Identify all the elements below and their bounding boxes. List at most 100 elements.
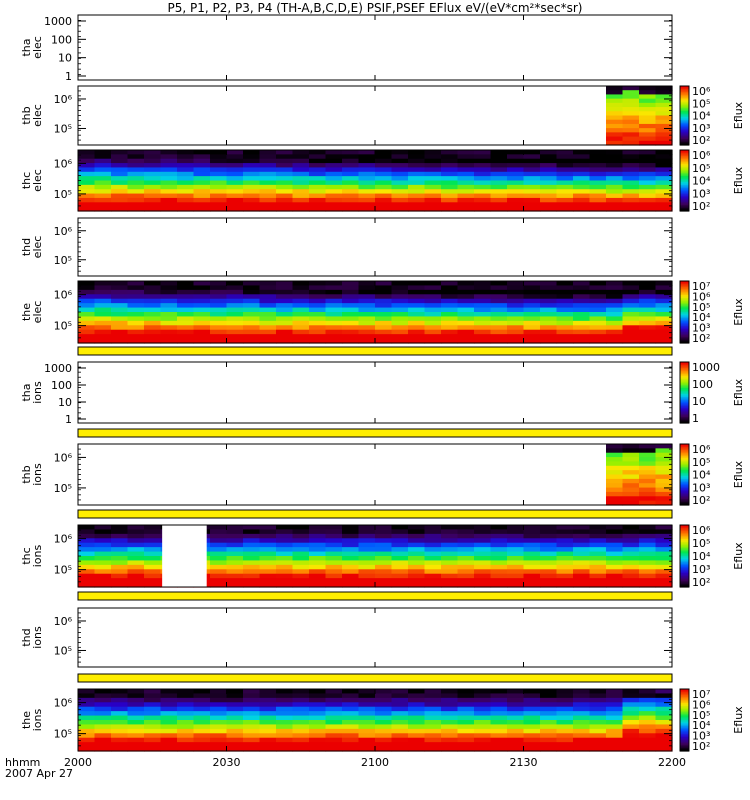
spectrogram-cell — [540, 711, 558, 717]
spectrogram-cell — [259, 158, 277, 164]
spectrogram-cell — [441, 542, 459, 548]
spectrogram-cell — [243, 529, 261, 535]
spectrogram-cell — [375, 154, 393, 160]
spectrogram-cell — [127, 542, 145, 548]
spectrogram-cell — [573, 312, 591, 318]
colorbar-tick-label: 10³ — [692, 187, 710, 200]
spectrogram-cell — [342, 689, 360, 695]
spectrogram-cell — [144, 334, 162, 340]
spectrogram-cell — [622, 728, 640, 734]
spectrogram-cell — [177, 689, 195, 695]
spectrogram-cell — [375, 334, 393, 340]
spectrogram-cell — [111, 281, 129, 287]
spectrogram-cell — [226, 180, 244, 186]
spectrogram-cell — [144, 697, 162, 703]
spectrogram-cell — [210, 184, 228, 190]
spectrogram-cell — [540, 197, 558, 203]
colorbar-cell — [680, 701, 689, 704]
spectrogram-cell — [523, 320, 541, 326]
spectrogram-cell — [457, 693, 475, 699]
spectrogram-cell — [507, 197, 525, 203]
spectrogram-cell — [622, 307, 640, 313]
spectrogram-cell — [408, 702, 426, 708]
spectrogram-cell — [474, 529, 492, 535]
spectrogram-cell — [408, 329, 426, 335]
spectrogram-cell — [424, 289, 442, 295]
spectrogram-cell — [292, 158, 310, 164]
spectrogram-cell — [78, 197, 96, 203]
colorbar-cell — [680, 404, 689, 407]
spectrogram-cell — [457, 578, 475, 584]
spectrogram-cell — [556, 197, 574, 203]
spectrogram-cell — [358, 706, 376, 712]
spectrogram-cell — [226, 189, 244, 195]
spectrogram-cell — [78, 733, 96, 739]
spectrogram-cell — [309, 733, 327, 739]
spectrogram-cell — [78, 742, 96, 748]
colorbar-cell — [680, 495, 689, 498]
spectrogram-cell — [111, 529, 129, 535]
colorbar-cell — [680, 698, 689, 701]
spectrogram-cell — [78, 720, 96, 726]
spectrogram-cell — [573, 180, 591, 186]
spectrogram-cell — [424, 711, 442, 717]
spectrogram-cell — [507, 338, 525, 344]
spectrogram-cell — [226, 706, 244, 712]
spectrogram-cell — [358, 281, 376, 287]
spectrogram-cell — [622, 289, 640, 295]
spectrogram-cell — [276, 573, 294, 579]
colorbar-cell — [680, 133, 689, 136]
spectrogram-cell — [622, 184, 640, 190]
spectrogram-cell — [160, 720, 178, 726]
colorbar-cell — [680, 489, 689, 492]
spectrogram-cell — [276, 578, 294, 584]
spectrogram-cell — [292, 720, 310, 726]
colorbar-cell — [680, 308, 689, 312]
spectrogram-cell — [325, 176, 343, 182]
spectrogram-cell — [259, 163, 277, 169]
colorbar-cell — [680, 90, 689, 93]
spectrogram-cell — [309, 154, 327, 160]
spectrogram-cell — [606, 711, 624, 717]
spectrogram-cell — [606, 298, 624, 304]
spectrogram-cell — [655, 697, 673, 703]
spectrogram-cell — [94, 542, 112, 548]
spectrogram-cell — [94, 338, 112, 344]
colorbar-label: Eflux — [732, 542, 745, 570]
colorbar-tick-label: 10⁶ — [692, 149, 711, 162]
colorbar-cell — [680, 466, 689, 470]
spectrogram-cell — [474, 193, 492, 199]
spectrogram-cell — [606, 525, 624, 531]
spectrogram-cell — [259, 737, 277, 743]
spectrogram-cell — [309, 728, 327, 734]
spectrogram-cell — [193, 720, 211, 726]
spectrogram-cell — [144, 746, 162, 752]
spectrogram-cell — [78, 693, 96, 699]
spectrogram-cell — [523, 742, 541, 748]
colorbar-tick-label: 10² — [692, 494, 710, 507]
spectrogram-cell — [111, 298, 129, 304]
spectrogram-cell — [144, 176, 162, 182]
spectrogram-cell — [573, 193, 591, 199]
spectrogram-cell — [276, 334, 294, 340]
spectrogram-cell — [160, 329, 178, 335]
spectrogram-cell — [259, 189, 277, 195]
spectrogram-cell — [259, 338, 277, 344]
spectrogram-cell — [127, 556, 145, 562]
spectrogram-cell — [127, 189, 145, 195]
spectrogram-cell — [639, 746, 657, 752]
y-tick-label: 100 — [51, 33, 72, 46]
spectrogram-cell — [243, 724, 261, 730]
spectrogram-cell — [606, 206, 624, 212]
spectrogram-cell — [325, 547, 343, 553]
spectrogram-cell — [441, 281, 459, 287]
spectrogram-cell — [276, 163, 294, 169]
spectrogram-cell — [523, 573, 541, 579]
colorbar-cell — [680, 718, 689, 721]
spectrogram-cell — [639, 132, 657, 138]
spectrogram-cell — [622, 111, 640, 117]
colorbar-cell — [680, 369, 689, 372]
spectrogram-cell — [507, 150, 525, 155]
spectrogram-cell — [259, 706, 277, 712]
colorbar-cell — [680, 573, 689, 576]
